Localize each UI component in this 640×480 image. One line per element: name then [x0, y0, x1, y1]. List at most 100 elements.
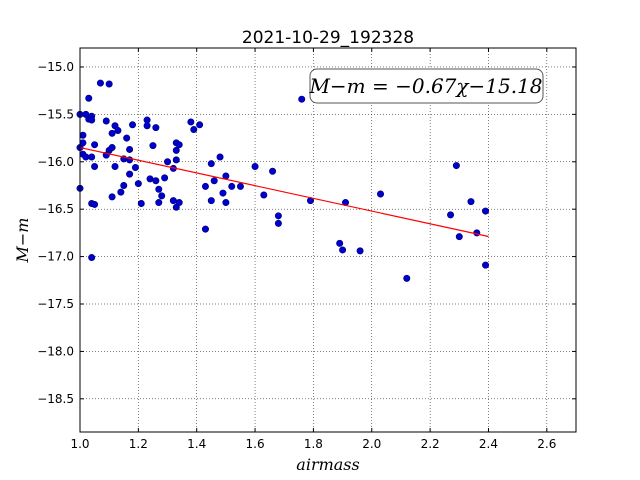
data-point [158, 192, 166, 200]
data-point [482, 261, 490, 269]
data-point [210, 177, 218, 185]
data-point [175, 199, 183, 207]
data-point [207, 160, 215, 168]
data-point [447, 211, 455, 219]
x-axis-label: airmass [296, 455, 359, 474]
data-point [117, 188, 125, 196]
data-point [219, 189, 227, 197]
fit-annotation: M−m = −0.67χ−15.18 [308, 68, 544, 104]
data-point [120, 181, 128, 189]
plot-area [80, 48, 576, 432]
data-point [91, 200, 99, 208]
data-point [146, 175, 154, 183]
data-point [82, 153, 90, 161]
data-point [149, 142, 157, 150]
data-point [161, 174, 169, 182]
x-axis-ticks: 1.0 1.2 1.4 1.6 1.8 2.0 2.2 2.4 2.6 [70, 48, 556, 451]
data-point [298, 95, 306, 103]
data-point [108, 193, 116, 201]
data-point [164, 158, 172, 166]
y-tick-label: −17.5 [37, 297, 74, 311]
chart-title: 2021-10-29_192328 [242, 28, 414, 48]
data-point [452, 162, 460, 170]
data-point [134, 180, 142, 188]
data-point [269, 167, 277, 175]
data-point [96, 79, 104, 87]
y-tick-label: −16.5 [37, 202, 74, 216]
data-point [196, 121, 204, 129]
x-tick-label: 2.0 [362, 437, 381, 451]
data-point [126, 170, 134, 178]
data-point [251, 163, 259, 171]
data-point [356, 247, 364, 255]
data-point [105, 80, 113, 88]
data-point [207, 197, 215, 205]
data-point [228, 182, 236, 190]
data-point [126, 145, 134, 153]
x-tick-label: 2.2 [421, 437, 440, 451]
data-point [79, 139, 87, 147]
annotation-box [309, 68, 544, 104]
data-point [91, 163, 99, 171]
data-point [216, 153, 224, 161]
data-point [108, 144, 116, 152]
x-tick-label: 1.0 [70, 437, 89, 451]
data-point [455, 233, 463, 241]
data-point [175, 141, 183, 149]
data-point [131, 163, 139, 171]
data-point [222, 199, 230, 207]
y-tick-label: −18.0 [37, 344, 74, 358]
data-point [91, 141, 99, 149]
data-point [88, 116, 96, 124]
data-point [155, 185, 163, 193]
data-point [236, 182, 244, 190]
data-point [137, 199, 145, 207]
fit-line [79, 146, 489, 238]
data-point [336, 239, 344, 247]
y-tick-label: −15.0 [37, 60, 74, 74]
y-tick-label: −16.0 [37, 155, 74, 169]
x-tick-label: 1.4 [187, 437, 206, 451]
data-point [274, 219, 282, 227]
data-point [108, 129, 116, 137]
y-axis-label: M−m [13, 218, 32, 264]
data-point [111, 163, 119, 171]
y-tick-label: −15.5 [37, 107, 74, 121]
data-point [274, 212, 282, 220]
data-point [201, 182, 209, 190]
data-point [260, 191, 268, 199]
data-point [172, 156, 180, 164]
y-axis-ticks: −15.0 −15.5 −16.0 −16.5 −17.0 −17.5 −18.0 −18.5 [37, 60, 576, 406]
data-point [88, 153, 96, 161]
data-point [339, 246, 347, 254]
data-point [201, 225, 209, 233]
data-point [155, 199, 163, 207]
data-point [152, 177, 160, 185]
data-point [187, 118, 195, 126]
data-point [467, 198, 475, 206]
data-point [169, 197, 177, 205]
data-point [152, 124, 160, 132]
x-tick-label: 1.6 [246, 437, 265, 451]
data-point [85, 94, 93, 102]
data-point [129, 121, 137, 129]
data-point [143, 122, 151, 130]
data-point [403, 274, 411, 282]
data-point [114, 126, 122, 134]
data-point [190, 126, 198, 134]
annotation-text: M−m = −0.67χ−15.18 [308, 74, 542, 98]
x-tick-label: 2.6 [537, 437, 556, 451]
data-point [482, 207, 490, 215]
data-point [79, 131, 87, 139]
data-point [172, 146, 180, 154]
data-point [102, 117, 110, 125]
plot-frame [79, 47, 577, 433]
x-tick-label: 2.4 [479, 437, 498, 451]
x-tick-label: 1.2 [129, 437, 148, 451]
x-tick-label: 1.8 [304, 437, 323, 451]
data-point [123, 134, 131, 142]
data-point [88, 254, 96, 262]
y-tick-label: −17.0 [37, 250, 74, 264]
y-tick-label: −18.5 [37, 392, 74, 406]
